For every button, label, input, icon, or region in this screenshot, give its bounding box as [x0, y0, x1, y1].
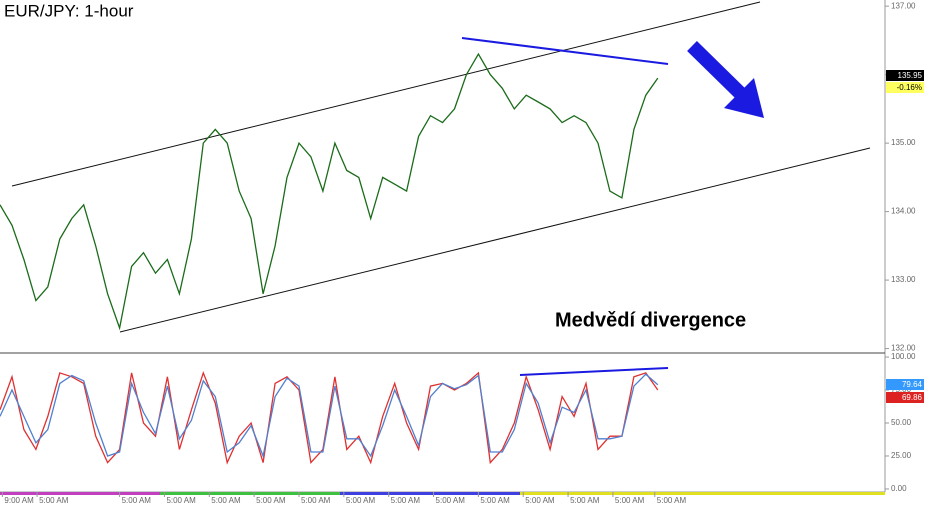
- series-line: [0, 52, 659, 331]
- k-label: 79.64: [902, 380, 923, 389]
- divergence-line: [519, 367, 669, 376]
- x-tick-label: 5:00 AM: [301, 496, 331, 505]
- y-tick-label: 133.00: [891, 275, 916, 284]
- y-tick-label: 135.00: [891, 138, 916, 147]
- x-tick-label: 5:00 AM: [436, 496, 466, 505]
- x-tick-label: 5:00 AM: [211, 496, 241, 505]
- x-tick-label: 5:00 AM: [480, 496, 510, 505]
- change-box: [886, 82, 924, 93]
- y-tick-label: 0.00: [891, 484, 907, 493]
- session-strip: [340, 492, 520, 495]
- d-label: 69.86: [902, 393, 923, 402]
- last-price-label: 135.95: [898, 71, 923, 80]
- x-tick-label: 5:00 AM: [166, 496, 196, 505]
- divergence-line: [461, 37, 669, 65]
- chart-title: EUR/JPY: 1-hour: [4, 1, 134, 20]
- series-line: [0, 370, 659, 465]
- session-strip: [160, 492, 340, 495]
- change-label: -0.16%: [897, 83, 922, 92]
- channel-lower: [119, 147, 871, 333]
- x-tick-label: 5:00 AM: [256, 496, 286, 505]
- session-strip: [520, 492, 885, 495]
- y-tick-label: 100.00: [891, 352, 916, 361]
- y-tick-label: 134.00: [891, 207, 916, 216]
- y-tick-label: 50.00: [891, 418, 912, 427]
- x-tick-label: 9:00 AM: [4, 496, 34, 505]
- arrow: [687, 41, 764, 118]
- x-tick-label: 5:00 AM: [657, 496, 687, 505]
- x-tick-label: 5:00 AM: [122, 496, 152, 505]
- y-tick-label: 137.00: [891, 1, 916, 10]
- x-tick-label: 5:00 AM: [346, 496, 376, 505]
- session-strip: [0, 492, 160, 495]
- series-line: [0, 373, 659, 459]
- d-box: [886, 392, 924, 403]
- annotation: Medvědí divergence: [555, 309, 746, 331]
- channel-upper: [11, 1, 761, 187]
- x-tick-label: 5:00 AM: [391, 496, 421, 505]
- last-price-box: [886, 70, 924, 81]
- k-box: [886, 379, 924, 390]
- y-tick-label: 25.00: [891, 451, 912, 460]
- x-tick-label: 5:00 AM: [39, 496, 69, 505]
- x-tick-label: 5:00 AM: [525, 496, 555, 505]
- y-tick-label: 132.00: [891, 344, 916, 353]
- x-tick-label: 5:00 AM: [570, 496, 600, 505]
- x-tick-label: 5:00 AM: [615, 496, 645, 505]
